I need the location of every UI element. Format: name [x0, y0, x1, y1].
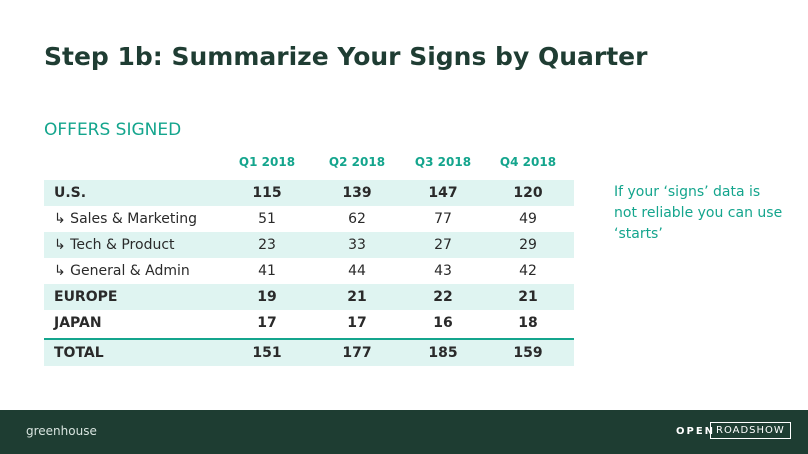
cell-value: 22 — [433, 289, 453, 305]
cell-value: 42 — [519, 263, 537, 279]
divider — [44, 338, 574, 340]
footer: greenhouse OPEN ROADSHOW — [0, 410, 808, 454]
cell-value: 33 — [348, 237, 366, 253]
row-label: U.S. — [54, 185, 87, 201]
title: Step 1b: Summarize Your Signs by Quarter — [44, 42, 648, 71]
cell-value: 44 — [348, 263, 366, 279]
cell-value: 29 — [519, 237, 537, 253]
cell-value: 51 — [258, 211, 276, 227]
table-row: EUROPE 19 21 22 21 — [44, 284, 574, 310]
cell-value: 139 — [342, 185, 372, 201]
cell-value: 62 — [348, 211, 366, 227]
table-row: JAPAN 17 17 16 18 — [44, 310, 574, 336]
logo: greenhouse — [26, 424, 97, 438]
cell-value: 27 — [434, 237, 452, 253]
table-row: ↳ Sales & Marketing 51 62 77 49 — [44, 206, 574, 232]
table-row: ↳ Tech & Product 23 33 27 29 — [44, 232, 574, 258]
badge-box: ROADSHOW — [710, 422, 791, 439]
column-header: Q1 2018 — [238, 155, 296, 169]
table-row: U.S. 115 139 147 120 — [44, 180, 574, 206]
cell-value: 17 — [257, 315, 277, 331]
column-header: Q2 2018 — [328, 155, 386, 169]
cell-value: 19 — [257, 289, 277, 305]
cell-value: 185 — [428, 345, 458, 361]
cell-value: 77 — [434, 211, 452, 227]
row-label: ↳ General & Admin — [54, 263, 190, 279]
total-row: TOTAL 151 177 185 159 — [44, 340, 574, 366]
cell-value: 43 — [434, 263, 452, 279]
cell-value: 16 — [433, 315, 453, 331]
cell-value: 23 — [258, 237, 276, 253]
cell-value: 17 — [347, 315, 367, 331]
column-header: Q3 2018 — [414, 155, 472, 169]
cell-value: 49 — [519, 211, 537, 227]
note: If your ‘signs’ data is not reliable you… — [614, 184, 783, 242]
cell-value: 120 — [513, 185, 543, 201]
row-label: JAPAN — [54, 315, 102, 331]
cell-value: 18 — [518, 315, 538, 331]
section-heading: OFFERS SIGNED — [44, 120, 182, 140]
row-label: ↳ Tech & Product — [54, 237, 175, 253]
cell-value: 115 — [252, 185, 282, 201]
cell-value: 177 — [342, 345, 372, 361]
cell-value: 159 — [513, 345, 543, 361]
cell-value: 21 — [347, 289, 367, 305]
row-label: ↳ Sales & Marketing — [54, 211, 198, 227]
row-label: EUROPE — [54, 289, 118, 305]
cell-value: 21 — [518, 289, 538, 305]
cell-value: 151 — [252, 345, 282, 361]
cell-value: 41 — [258, 263, 276, 279]
column-header: Q4 2018 — [499, 155, 557, 169]
table-row: ↳ General & Admin 41 44 43 42 — [44, 258, 574, 284]
cell-value: 147 — [428, 185, 458, 201]
badge-text: OPEN — [676, 426, 716, 437]
row-label: TOTAL — [54, 345, 104, 361]
